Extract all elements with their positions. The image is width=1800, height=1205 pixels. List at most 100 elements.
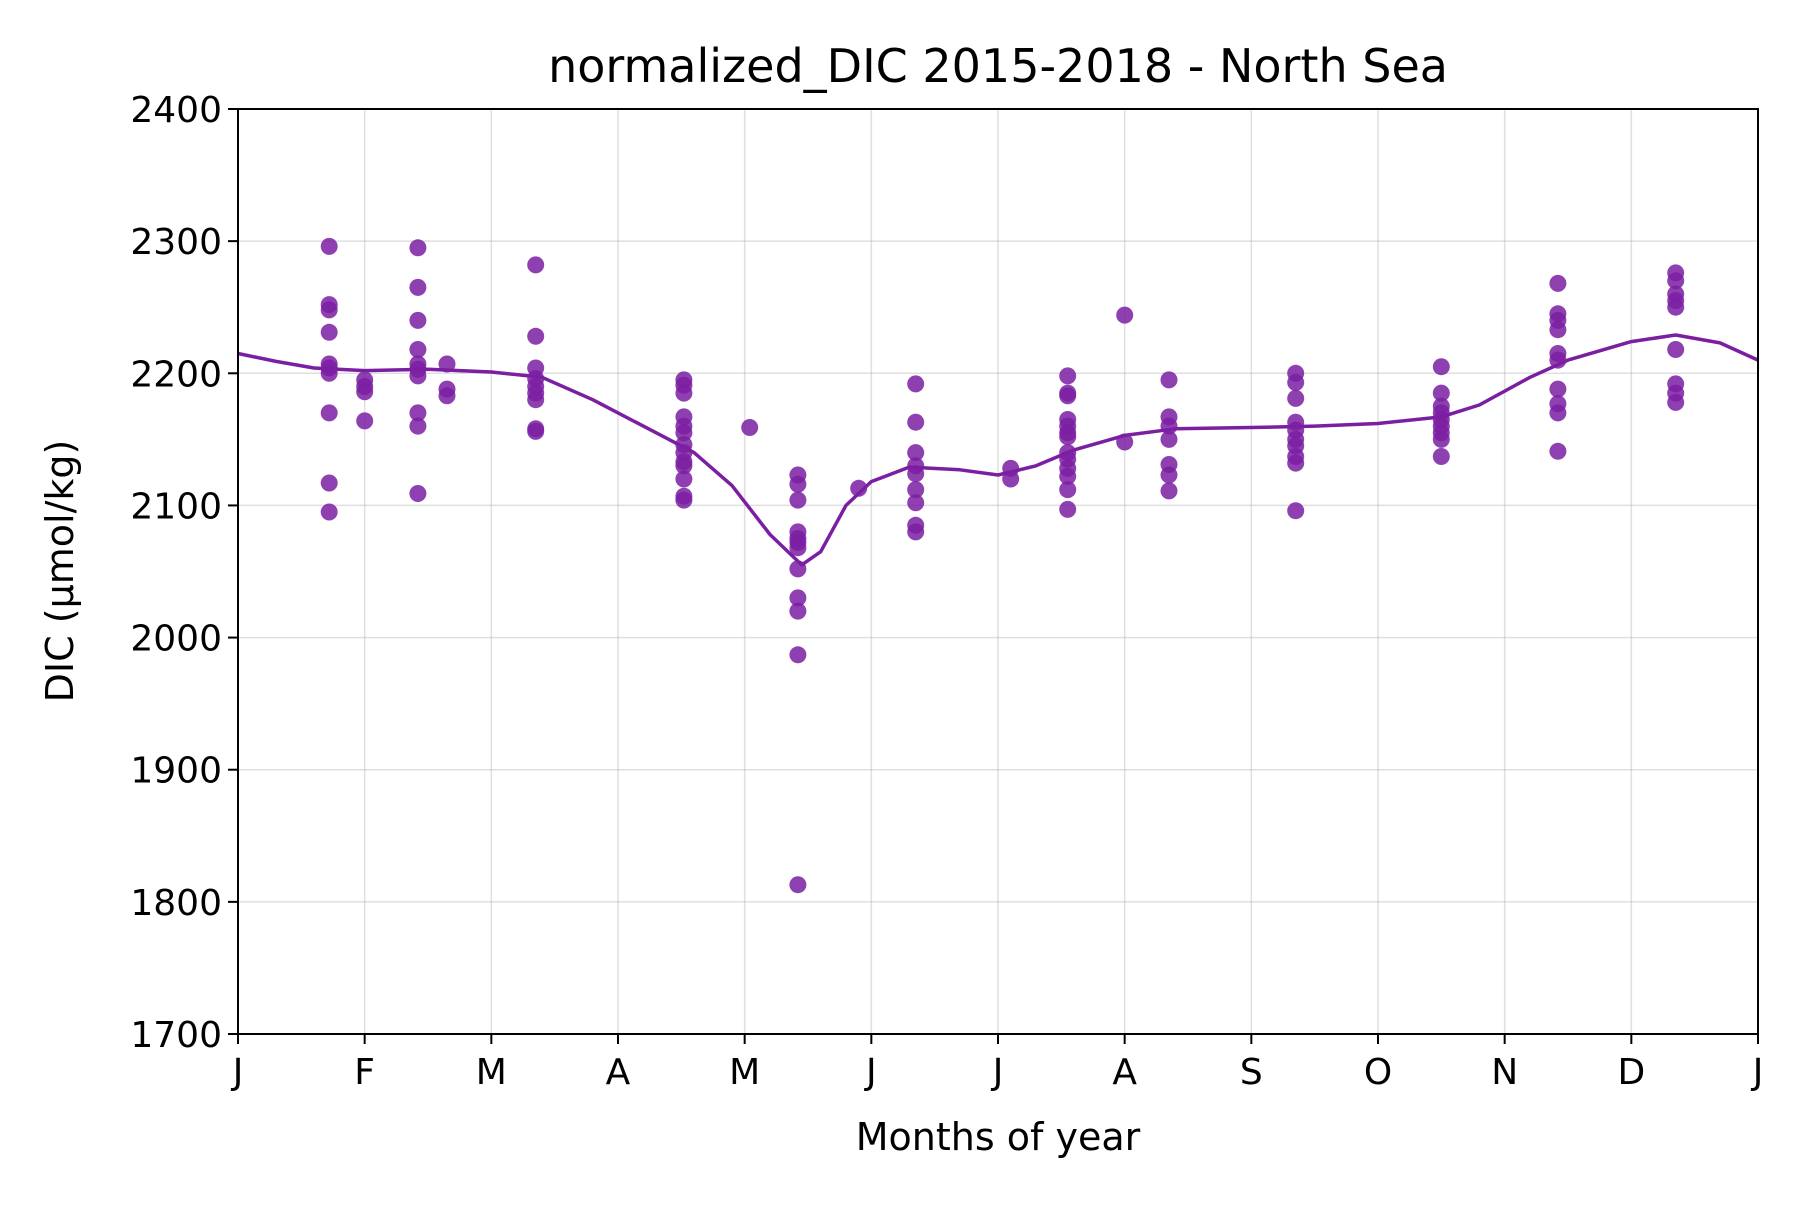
- data-point: [1116, 433, 1134, 451]
- chart-title: normalized_DIC 2015-2018 - North Sea: [548, 39, 1448, 93]
- data-point: [907, 465, 925, 483]
- data-point: [1667, 272, 1685, 290]
- data-point: [1287, 454, 1305, 472]
- data-point: [1287, 374, 1305, 391]
- data-point: [1116, 306, 1134, 324]
- data-point: [409, 367, 427, 385]
- data-point: [1160, 371, 1178, 389]
- data-point: [1287, 389, 1305, 407]
- y-tick-label: 2200: [130, 354, 222, 395]
- y-tick-label: 1700: [130, 1015, 222, 1056]
- data-point: [789, 475, 807, 493]
- data-point: [320, 404, 338, 422]
- x-tick-label: M: [476, 1052, 507, 1093]
- y-tick-label: 2400: [130, 90, 222, 131]
- data-point: [1549, 274, 1567, 292]
- data-point: [789, 539, 807, 557]
- data-point: [1059, 387, 1077, 405]
- data-point: [409, 311, 427, 329]
- x-tick-label: A: [1112, 1052, 1137, 1093]
- data-point: [1059, 467, 1077, 485]
- data-point: [409, 485, 427, 502]
- data-point: [1160, 482, 1178, 500]
- data-point: [1667, 298, 1685, 316]
- grid: [237, 108, 1759, 1035]
- data-point: [438, 355, 456, 373]
- data-point: [907, 523, 925, 541]
- data-point: [1667, 341, 1685, 358]
- x-tick-label: F: [354, 1052, 375, 1093]
- data-point: [907, 481, 925, 499]
- data-point: [409, 239, 427, 257]
- data-point: [1432, 384, 1450, 402]
- data-point: [789, 876, 807, 894]
- data-point: [741, 419, 759, 436]
- data-point: [527, 256, 545, 274]
- x-axis-label: Months of year: [856, 1115, 1141, 1159]
- y-tick-label: 2300: [130, 222, 222, 263]
- data-point: [675, 491, 693, 509]
- data-point: [1432, 430, 1450, 448]
- data-point: [356, 412, 374, 430]
- data-point: [1059, 500, 1077, 518]
- data-point: [409, 417, 427, 435]
- fit-line: [237, 333, 1759, 567]
- data-point: [850, 479, 868, 497]
- y-tick-label: 2000: [130, 619, 222, 660]
- data-point: [1059, 367, 1077, 385]
- data-point: [1160, 417, 1178, 435]
- axis-ticks: J F M A M J J A S O N D J170018001900200021002200230…: [130, 90, 1763, 1093]
- data-point: [1549, 351, 1567, 369]
- data-point: [438, 387, 456, 405]
- data-point: [675, 424, 693, 442]
- data-point: [320, 301, 338, 319]
- data-point: [675, 470, 693, 488]
- data-point: [527, 422, 545, 440]
- data-point: [409, 278, 427, 296]
- data-point: [907, 413, 925, 431]
- x-tick-label: J: [864, 1052, 877, 1093]
- data-point: [1287, 502, 1305, 520]
- data-point: [675, 384, 693, 402]
- data-point: [789, 491, 807, 509]
- x-tick-label: J: [231, 1052, 244, 1093]
- x-tick-label: M: [729, 1052, 760, 1093]
- data-point: [1549, 321, 1567, 339]
- y-tick-label: 1900: [130, 751, 222, 792]
- x-tick-label: O: [1364, 1052, 1392, 1093]
- data-point: [320, 503, 338, 521]
- data-point: [356, 383, 374, 401]
- data-point: [1059, 481, 1077, 499]
- x-tick-label: N: [1491, 1052, 1518, 1093]
- data-point: [1160, 430, 1178, 448]
- data-point: [1549, 404, 1567, 422]
- data-point: [789, 560, 807, 578]
- data-point: [320, 237, 338, 255]
- data-point: [409, 404, 427, 422]
- data-point: [907, 444, 925, 462]
- y-axis-label: DIC (µmol/kg): [38, 440, 82, 703]
- data-point: [320, 364, 338, 382]
- data-point: [527, 391, 545, 409]
- x-tick-label: D: [1617, 1052, 1645, 1093]
- y-tick-label: 2100: [130, 486, 222, 527]
- data-point: [1160, 466, 1178, 484]
- data-point: [1002, 470, 1020, 488]
- data-point: [1059, 428, 1077, 446]
- data-point: [527, 327, 545, 345]
- x-tick-label: S: [1240, 1052, 1263, 1093]
- data-point: [907, 375, 925, 393]
- data-point: [409, 341, 427, 358]
- x-tick-label: J: [991, 1052, 1004, 1093]
- y-tick-label: 1800: [130, 883, 222, 924]
- data-point: [1432, 358, 1450, 376]
- x-tick-label: A: [606, 1052, 631, 1093]
- data-point: [1549, 380, 1567, 398]
- data-point: [320, 323, 338, 341]
- data-point: [320, 474, 338, 492]
- data-point: [1667, 393, 1685, 411]
- x-tick-label: J: [1751, 1052, 1764, 1093]
- scatter-points: [320, 237, 1685, 894]
